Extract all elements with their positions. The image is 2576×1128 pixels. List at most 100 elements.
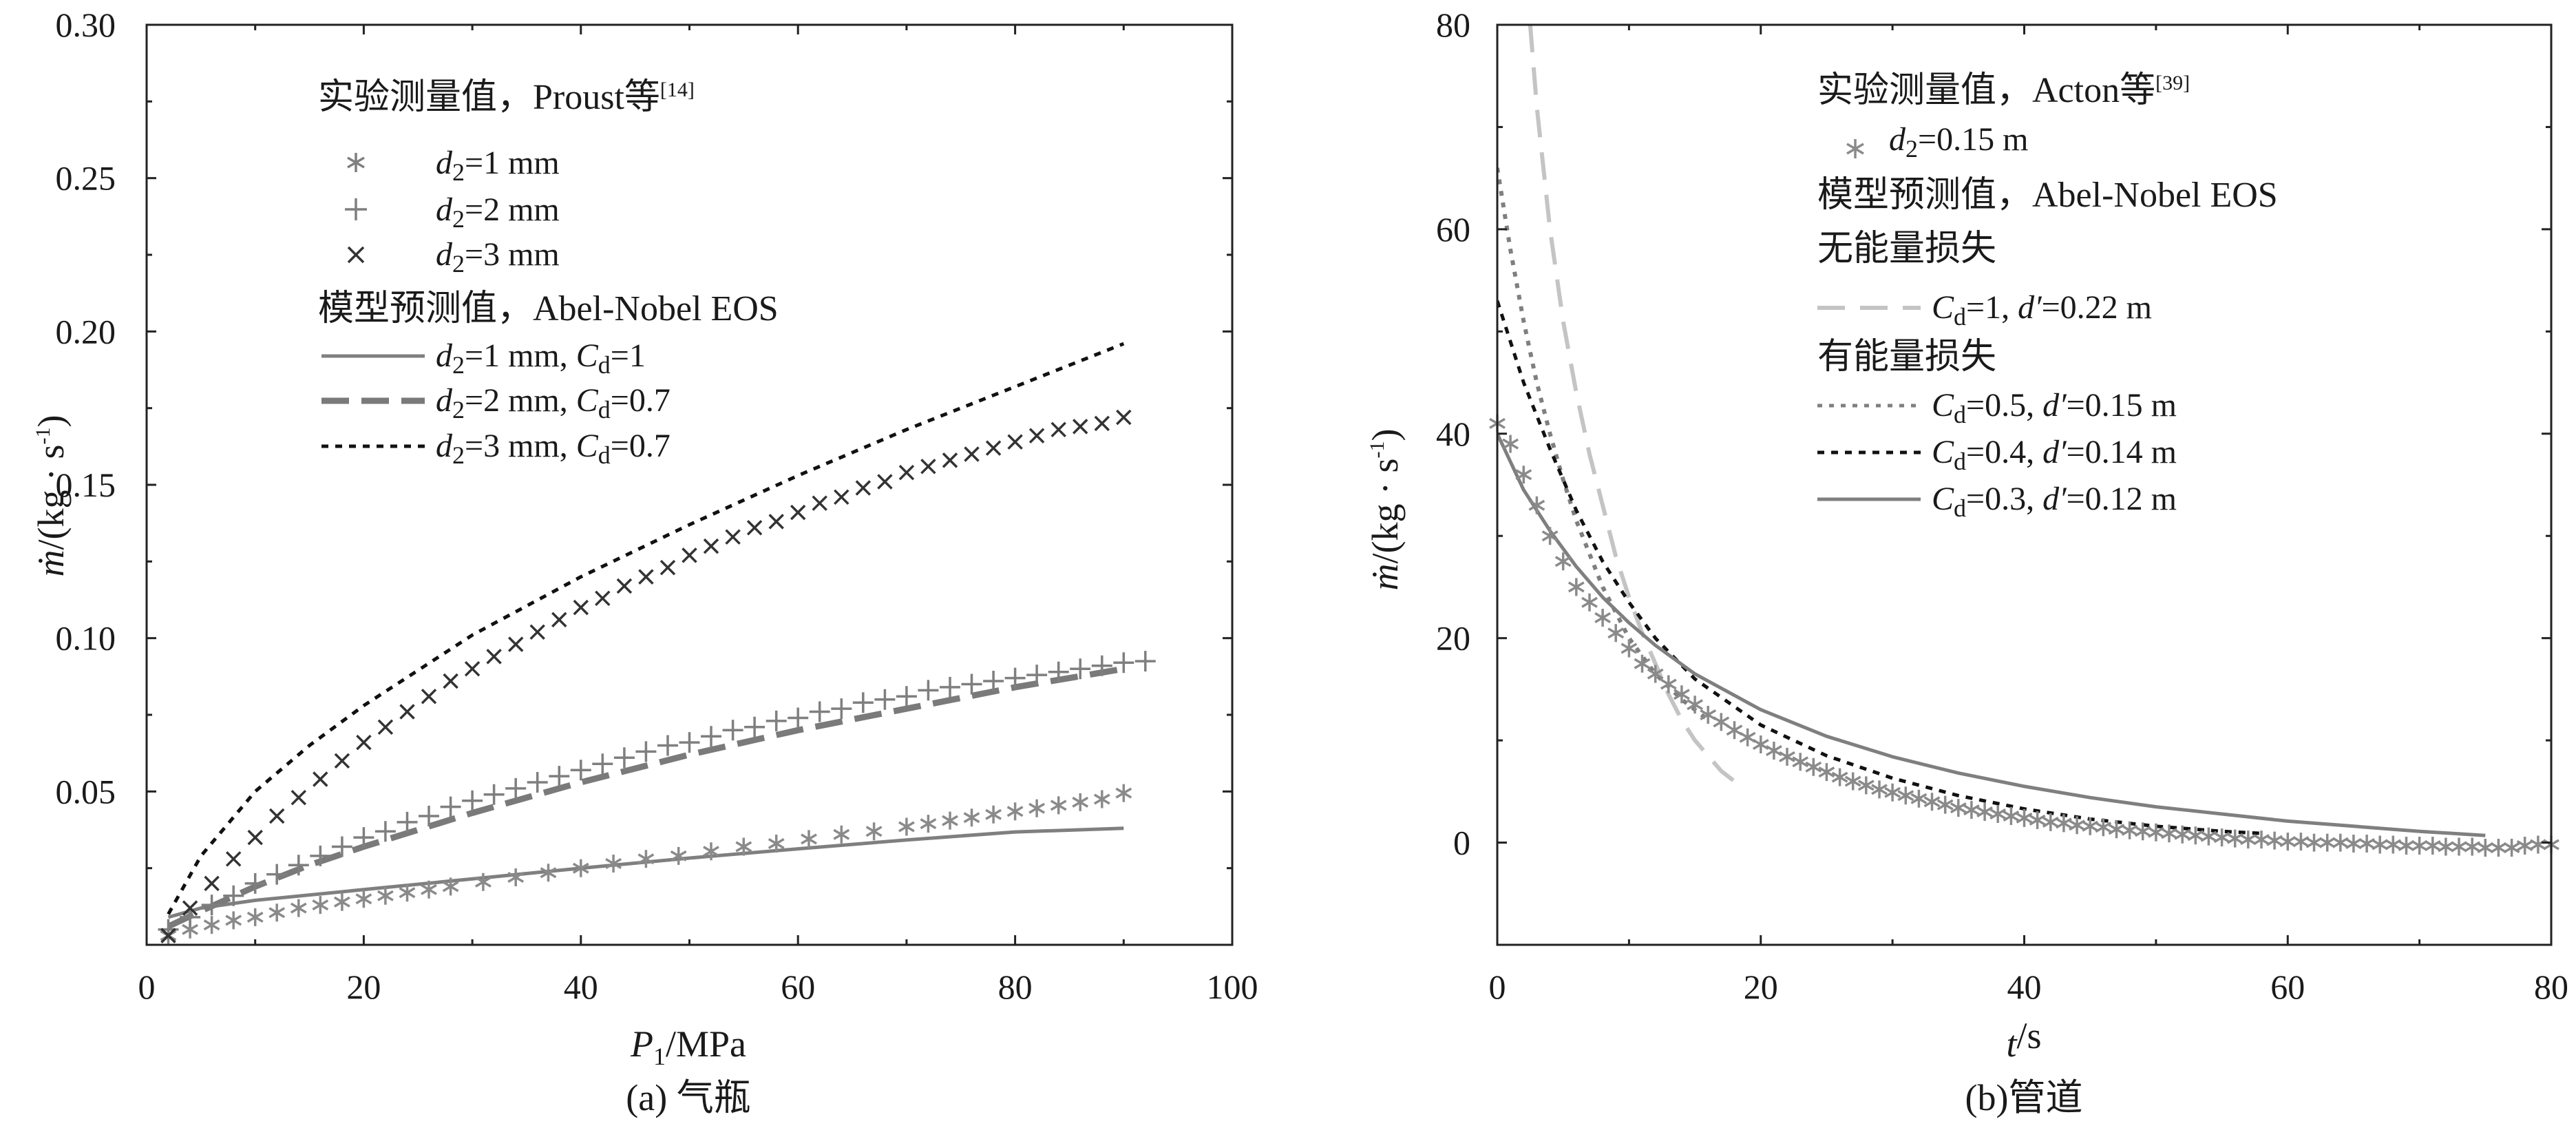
data-point-asterisk-d2-1-mm — [898, 817, 915, 836]
data-point-cross-d2-3-mm — [291, 789, 307, 806]
data-point-asterisk-d2-1-mm — [1093, 790, 1110, 808]
data-point-asterisk-d2-1-mm — [768, 835, 785, 853]
data-point-asterisk-d2-1-mm — [920, 815, 937, 833]
data-point-plus-d2-2-mm — [397, 811, 418, 833]
panel-a-plot-frame — [145, 23, 1234, 946]
series-line-cd-1-d-0-22-m — [1528, 25, 1736, 783]
panel-b-legend: 实验测量值，Acton等[39] d2=0.15 m 模型预测值，Abel-No… — [1817, 71, 2278, 522]
data-point-asterisk-d2-0-15-m — [1805, 758, 1822, 776]
data-point-cross-d2-3-mm — [898, 464, 915, 481]
data-point-plus-d2-2-mm — [896, 686, 917, 707]
y-tick-label: 80 — [1436, 6, 1470, 44]
data-point-asterisk-d2-0-15-m — [1660, 675, 1677, 693]
data-point-asterisk-d2-0-15-m — [2530, 835, 2546, 854]
series-line-cd-0-5-d-0-15-m — [1497, 167, 1710, 722]
panel-a-y-axis-label: ṁ/(kg · s-1) — [30, 415, 72, 577]
data-point-plus-d2-2-mm — [223, 885, 244, 906]
data-point-asterisk-d2-1-mm — [942, 811, 958, 830]
data-point-plus-d2-2-mm — [244, 873, 266, 894]
data-point-plus-d2-2-mm — [918, 680, 939, 701]
data-point-asterisk-d2-0-15-m — [1884, 783, 1901, 802]
panel-a-legend-model-2: d2=2 mm, Cd=0.7 — [436, 382, 671, 424]
y-tick-label: 0 — [1453, 824, 1470, 862]
data-point-asterisk-d2-0-15-m — [1936, 795, 1954, 814]
y-tick-label: 0.30 — [56, 6, 116, 44]
data-point-cross-d2-3-mm — [421, 689, 437, 704]
panel-a-caption: (a) 气瓶 — [626, 1077, 750, 1118]
data-point-asterisk-d2-0-15-m — [2056, 814, 2072, 833]
y-tick-label: 0.05 — [56, 772, 116, 811]
data-point-cross-d2-3-mm — [1116, 409, 1132, 426]
data-point-asterisk-d2-0-15-m — [1739, 728, 1756, 746]
data-point-plus-d2-2-mm — [635, 741, 657, 762]
data-point-cross-d2-3-mm — [464, 660, 481, 677]
legend-marker-cross — [347, 246, 365, 264]
panel-b-y-axis-label: ṁ/(kg · s-1) — [1364, 429, 1406, 591]
data-point-cross-d2-3-mm — [746, 520, 763, 536]
data-point-plus-d2-2-mm — [1070, 658, 1091, 680]
series-line-d2-2-mm-cd-0-7 — [167, 665, 1125, 930]
panel-a-legend-exp-3: d2=3 mm — [436, 236, 560, 278]
data-point-cross-d2-3-mm — [225, 851, 242, 867]
data-point-asterisk-d2-0-15-m — [2490, 839, 2507, 857]
panel-a-x-axis-label: P1/MPa — [630, 1023, 746, 1070]
data-point-asterisk-d2-1-mm — [1115, 784, 1132, 802]
data-point-asterisk-d2-0-15-m — [1515, 466, 1532, 484]
data-point-cross-d2-3-mm — [985, 440, 1002, 456]
series-line-cd-0-4-d-0-14-m — [1497, 300, 2262, 835]
data-point-cross-d2-3-mm — [942, 452, 958, 468]
data-point-asterisk-d2-1-mm — [670, 846, 687, 865]
data-point-asterisk-d2-0-15-m — [2095, 818, 2112, 837]
x-tick-label: 40 — [564, 968, 598, 1006]
data-point-asterisk-d2-1-mm — [355, 890, 372, 908]
data-point-asterisk-d2-0-15-m — [1976, 803, 1993, 821]
panel-a-legend-exp-1: d2=1 mm — [436, 145, 560, 186]
legend-marker-asterisk — [347, 153, 365, 172]
data-point-plus-d2-2-mm — [852, 692, 874, 713]
panel-b-caption: (b)管道 — [1965, 1077, 2083, 1118]
data-point-asterisk-d2-1-mm — [865, 822, 883, 841]
data-point-cross-d2-3-mm — [204, 875, 220, 892]
data-point-asterisk-d2-1-mm — [985, 805, 1002, 824]
data-point-asterisk-d2-1-mm — [268, 904, 286, 922]
data-point-asterisk-d2-0-15-m — [2385, 835, 2402, 854]
data-point-asterisk-d2-1-mm — [421, 880, 437, 899]
panel-a-series-layer — [158, 342, 1156, 945]
data-point-asterisk-d2-1-mm — [703, 842, 719, 861]
series-line-cd-0-3-d-0-12-m — [1497, 432, 2486, 837]
data-point-cross-d2-3-mm — [268, 808, 285, 824]
data-point-asterisk-d2-0-15-m — [1766, 742, 1782, 760]
data-point-asterisk-d2-0-15-m — [2042, 813, 2059, 831]
data-point-cross-d2-3-mm — [160, 928, 176, 943]
data-point-asterisk-d2-1-mm — [246, 908, 264, 926]
data-point-plus-d2-2-mm — [310, 845, 331, 866]
data-point-asterisk-d2-1-mm — [1050, 796, 1067, 815]
data-point-asterisk-d2-1-mm — [475, 873, 492, 891]
data-point-asterisk-d2-0-15-m — [2464, 837, 2481, 856]
data-point-asterisk-d2-1-mm — [833, 825, 850, 844]
y-tick-label: 0.25 — [56, 159, 116, 198]
data-point-cross-d2-3-mm — [313, 771, 328, 787]
data-point-asterisk-d2-0-15-m — [1541, 527, 1559, 545]
data-point-plus-d2-2-mm — [331, 836, 352, 857]
data-point-asterisk-d2-0-15-m — [2213, 828, 2230, 847]
data-point-asterisk-d2-1-mm — [225, 911, 242, 930]
data-point-plus-d2-2-mm — [505, 777, 527, 799]
data-point-plus-d2-2-mm — [809, 701, 830, 722]
data-point-asterisk-d2-0-15-m — [2174, 825, 2191, 844]
data-point-asterisk-d2-1-mm — [963, 808, 980, 827]
data-point-cross-d2-3-mm — [616, 578, 633, 594]
data-point-asterisk-d2-1-mm — [605, 855, 622, 873]
data-point-asterisk-d2-0-15-m — [1634, 654, 1651, 673]
data-point-cross-d2-3-mm — [1072, 419, 1088, 435]
data-point-asterisk-d2-0-15-m — [1831, 768, 1848, 786]
x-tick-label: 0 — [138, 968, 156, 1006]
data-point-asterisk-d2-1-mm — [203, 916, 220, 934]
data-point-asterisk-d2-0-15-m — [2029, 811, 2046, 829]
data-point-asterisk-d2-0-15-m — [1607, 624, 1625, 643]
data-point-cross-d2-3-mm — [1007, 434, 1023, 450]
data-point-asterisk-d2-0-15-m — [1528, 496, 1545, 514]
data-point-plus-d2-2-mm — [288, 855, 309, 876]
data-point-asterisk-d2-0-15-m — [1871, 780, 1888, 799]
data-point-cross-d2-3-mm — [334, 753, 350, 769]
